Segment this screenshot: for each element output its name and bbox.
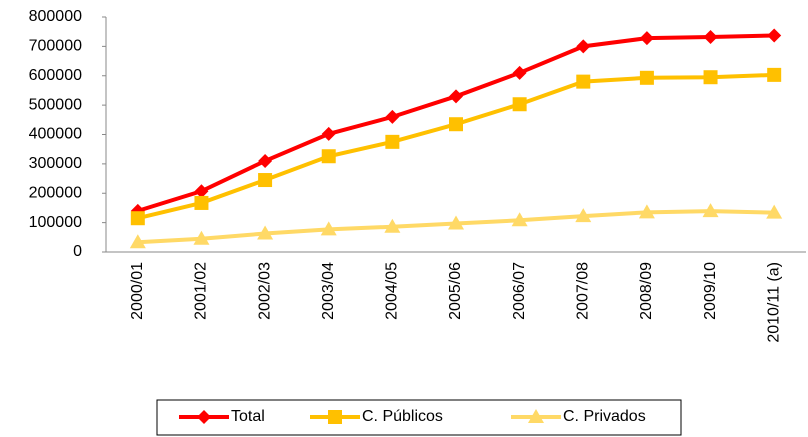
- marker: [639, 31, 654, 46]
- marker: [258, 173, 273, 188]
- x-tick-label: 2004/05: [384, 262, 401, 320]
- x-tick-label: 2002/03: [256, 262, 273, 320]
- marker: [576, 39, 591, 54]
- x-tick-label: 2006/07: [511, 262, 528, 320]
- legend-label: C. Privados: [563, 408, 646, 425]
- marker: [703, 29, 718, 44]
- marker: [193, 230, 210, 245]
- marker: [194, 184, 209, 199]
- marker: [512, 65, 527, 80]
- marker: [511, 212, 528, 227]
- marker: [130, 211, 145, 226]
- marker: [767, 28, 782, 43]
- marker: [639, 70, 654, 85]
- marker: [384, 218, 401, 233]
- x-tick-label: 2007/08: [574, 262, 591, 320]
- y-tick-label: 600000: [29, 67, 82, 84]
- x-tick-label: 2008/09: [638, 262, 655, 320]
- marker: [638, 204, 655, 219]
- marker: [129, 234, 146, 249]
- marker: [576, 74, 591, 89]
- marker: [197, 410, 211, 424]
- marker: [321, 149, 336, 164]
- marker: [385, 109, 400, 124]
- legend: [156, 399, 682, 436]
- x-tick-label: 2000/01: [129, 262, 146, 320]
- x-tick-label: 2010/11 (a): [765, 262, 782, 343]
- marker: [194, 195, 209, 210]
- x-tick-label: 2001/02: [193, 262, 210, 320]
- marker: [766, 204, 783, 219]
- y-tick-label: 300000: [29, 155, 82, 172]
- marker: [449, 117, 463, 132]
- y-tick-label: 400000: [29, 126, 82, 143]
- marker: [575, 208, 592, 223]
- x-tick-label: 2005/06: [447, 262, 464, 320]
- marker: [328, 410, 342, 424]
- y-tick-label: 0: [73, 243, 82, 260]
- x-tick-label: 2003/04: [320, 262, 337, 320]
- x-tick-label: 2009/10: [702, 262, 719, 320]
- marker: [257, 225, 274, 240]
- marker: [512, 97, 527, 112]
- y-tick-label: 500000: [29, 96, 82, 113]
- y-tick-label: 200000: [29, 184, 82, 201]
- legend-label: Total: [231, 408, 265, 425]
- marker: [321, 126, 336, 141]
- marker: [528, 409, 544, 423]
- y-tick-label: 100000: [29, 214, 82, 231]
- legend-label: C. Públicos: [362, 408, 443, 425]
- marker: [258, 153, 273, 168]
- marker: [448, 215, 464, 230]
- marker: [320, 221, 337, 236]
- marker: [702, 203, 719, 218]
- y-tick-label: 700000: [29, 38, 82, 55]
- marker: [703, 70, 718, 85]
- y-tick-label: 800000: [29, 8, 82, 25]
- marker: [385, 134, 400, 149]
- marker: [767, 67, 782, 82]
- marker: [449, 89, 463, 104]
